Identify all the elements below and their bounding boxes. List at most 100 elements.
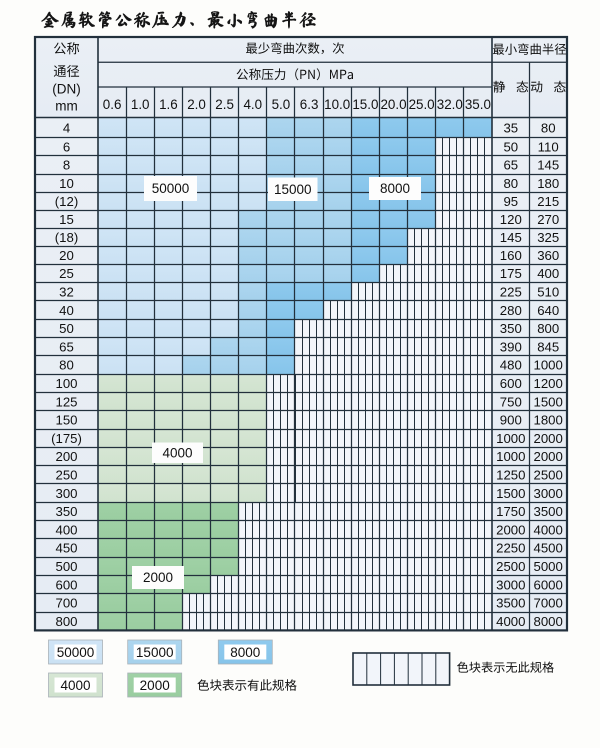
svg-text:50000: 50000 (57, 645, 95, 660)
svg-text:32: 32 (59, 285, 74, 300)
svg-text:80: 80 (59, 358, 74, 373)
svg-text:2000: 2000 (534, 449, 563, 464)
svg-text:10.0: 10.0 (324, 97, 350, 112)
svg-text:120: 120 (500, 212, 522, 227)
svg-text:125: 125 (55, 394, 77, 409)
svg-text:160: 160 (500, 248, 522, 263)
svg-text:150: 150 (55, 413, 77, 428)
svg-text:270: 270 (537, 212, 559, 227)
svg-text:0.6: 0.6 (103, 97, 122, 112)
svg-text:350: 350 (55, 504, 77, 519)
svg-text:6000: 6000 (534, 577, 563, 592)
svg-text:mm: mm (55, 99, 78, 114)
svg-text:2250: 2250 (496, 541, 525, 556)
svg-text:6.3: 6.3 (300, 97, 319, 112)
svg-text:360: 360 (537, 248, 559, 263)
svg-text:2.0: 2.0 (187, 97, 206, 112)
svg-text:4000: 4000 (534, 522, 563, 537)
svg-text:50: 50 (59, 321, 74, 336)
svg-text:(18): (18) (55, 230, 78, 245)
svg-text:(DN): (DN) (52, 82, 81, 97)
svg-text:15.0: 15.0 (352, 97, 378, 112)
svg-text:15000: 15000 (136, 645, 174, 660)
svg-text:400: 400 (537, 266, 559, 281)
svg-text:2500: 2500 (534, 468, 563, 483)
svg-text:25.0: 25.0 (409, 97, 435, 112)
svg-text:325: 325 (537, 230, 559, 245)
svg-text:8000: 8000 (380, 181, 410, 196)
svg-text:5.0: 5.0 (272, 97, 291, 112)
svg-text:1500: 1500 (534, 394, 563, 409)
svg-text:180: 180 (537, 176, 559, 191)
svg-text:3000: 3000 (496, 577, 525, 592)
svg-text:65: 65 (503, 158, 518, 173)
svg-text:400: 400 (55, 522, 77, 537)
svg-text:390: 390 (500, 339, 522, 354)
svg-text:(175): (175) (51, 431, 82, 446)
svg-text:250: 250 (55, 468, 77, 483)
svg-text:1.0: 1.0 (131, 97, 150, 112)
svg-text:2000: 2000 (534, 431, 563, 446)
svg-text:15000: 15000 (274, 182, 312, 197)
svg-text:65: 65 (59, 339, 74, 354)
svg-text:1800: 1800 (534, 413, 563, 428)
svg-text:600: 600 (55, 577, 77, 592)
svg-text:20: 20 (59, 248, 74, 263)
svg-text:50000: 50000 (152, 181, 190, 196)
svg-text:80: 80 (503, 176, 518, 191)
svg-text:1000: 1000 (534, 358, 563, 373)
svg-text:1000: 1000 (496, 449, 525, 464)
svg-text:32.0: 32.0 (437, 97, 463, 112)
svg-text:800: 800 (55, 614, 77, 629)
svg-text:175: 175 (500, 266, 522, 281)
svg-text:750: 750 (500, 394, 522, 409)
svg-text:5000: 5000 (534, 559, 563, 574)
svg-text:700: 700 (55, 596, 77, 611)
svg-text:510: 510 (537, 285, 559, 300)
svg-text:2000: 2000 (496, 522, 525, 537)
svg-text:145: 145 (537, 158, 559, 173)
svg-text:350: 350 (500, 321, 522, 336)
svg-text:4: 4 (63, 120, 70, 135)
svg-text:200: 200 (55, 449, 77, 464)
svg-text:100: 100 (55, 376, 77, 391)
svg-text:8000: 8000 (230, 645, 260, 660)
svg-text:40: 40 (59, 303, 74, 318)
svg-text:2.5: 2.5 (215, 97, 234, 112)
svg-text:280: 280 (500, 303, 522, 318)
svg-text:3500: 3500 (496, 596, 525, 611)
svg-text:800: 800 (537, 321, 559, 336)
svg-text:95: 95 (503, 194, 518, 209)
svg-text:450: 450 (55, 541, 77, 556)
svg-text:(12): (12) (55, 194, 78, 209)
svg-text:1000: 1000 (496, 431, 525, 446)
svg-text:500: 500 (55, 559, 77, 574)
svg-text:600: 600 (500, 376, 522, 391)
svg-text:215: 215 (537, 194, 559, 209)
svg-text:225: 225 (500, 285, 522, 300)
svg-text:10: 10 (59, 176, 74, 191)
svg-text:8: 8 (63, 158, 70, 173)
svg-text:1.6: 1.6 (159, 97, 178, 112)
svg-text:1500: 1500 (496, 486, 525, 501)
svg-text:35.0: 35.0 (465, 97, 491, 112)
svg-text:4500: 4500 (534, 541, 563, 556)
svg-text:640: 640 (537, 303, 559, 318)
svg-text:3000: 3000 (534, 486, 563, 501)
svg-text:1750: 1750 (496, 504, 525, 519)
svg-text:4000: 4000 (60, 678, 90, 693)
svg-text:2000: 2000 (140, 678, 170, 693)
svg-text:4000: 4000 (162, 445, 192, 460)
svg-text:845: 845 (537, 339, 559, 354)
svg-text:80: 80 (541, 120, 556, 135)
svg-text:1200: 1200 (534, 376, 563, 391)
svg-text:20.0: 20.0 (380, 97, 406, 112)
svg-text:900: 900 (500, 413, 522, 428)
svg-text:145: 145 (500, 230, 522, 245)
svg-text:300: 300 (55, 486, 77, 501)
svg-text:25: 25 (59, 266, 74, 281)
svg-text:7000: 7000 (534, 596, 563, 611)
svg-text:4000: 4000 (496, 614, 525, 629)
svg-text:8000: 8000 (534, 614, 563, 629)
svg-text:6: 6 (63, 140, 70, 155)
